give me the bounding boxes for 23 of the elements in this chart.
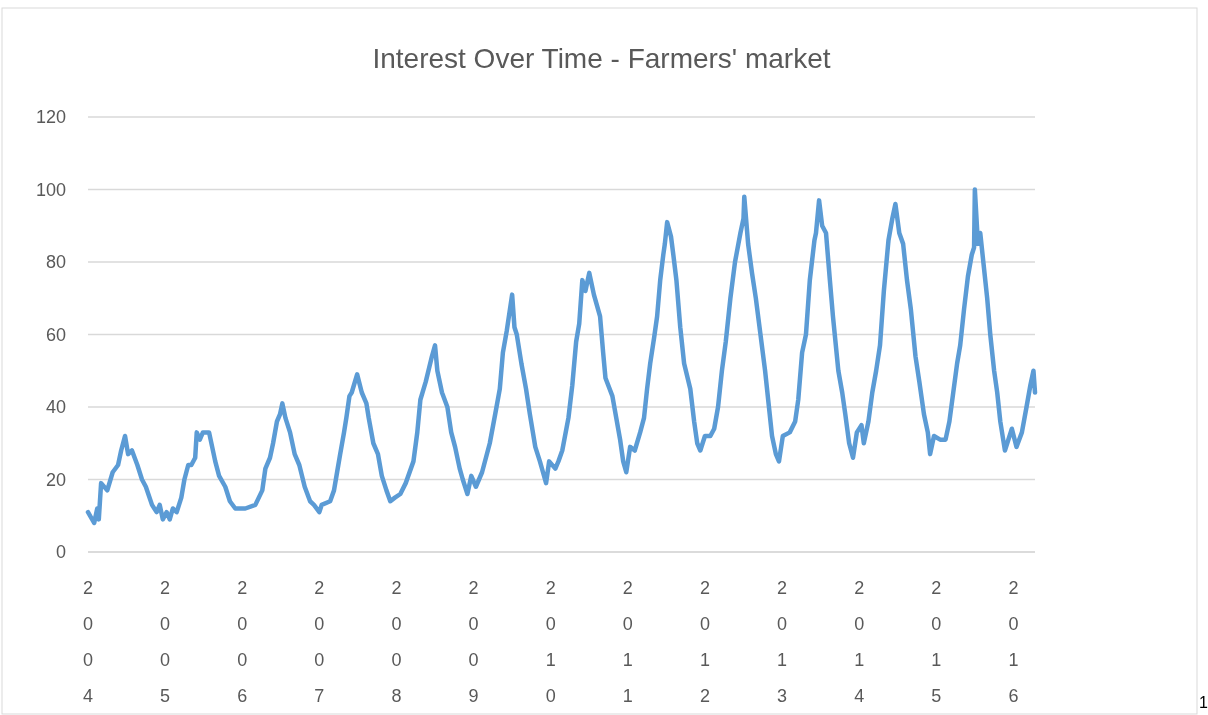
line-series	[85, 187, 1038, 526]
x-tick-label: 2 0 0 9	[468, 578, 479, 706]
x-tick-label: 2 0 0 8	[391, 578, 402, 706]
y-tick-label: 0	[55, 542, 66, 563]
y-tick-label: 40	[45, 397, 66, 418]
x-tick-label: 2 0 1 0	[545, 578, 556, 706]
x-tick-label: 2 0 1 4	[854, 578, 865, 706]
y-tick-label: 80	[45, 252, 66, 273]
y-tick-label: 60	[45, 324, 66, 345]
y-tick-label: 100	[35, 179, 66, 200]
x-tick-label: 2 0 1 6	[1008, 578, 1019, 706]
chart-title: Interest Over Time - Farmers' market	[372, 43, 831, 74]
y-tick-label: 120	[35, 107, 66, 128]
x-tick-label: 2 0 0 5	[160, 578, 171, 706]
x-tick-label: 2 0 1 3	[777, 578, 788, 706]
y-tick-label: 20	[45, 469, 66, 490]
x-tick-label: 2 0 0 4	[82, 578, 94, 706]
x-tick-label: 2 0 1 5	[931, 578, 942, 706]
x-tick-label: 2 0 1 1	[622, 578, 633, 706]
x-tick-label: 2 0 1 2	[699, 578, 710, 706]
x-tick-label: 2 0 0 6	[237, 578, 248, 706]
x-tick-label: 2 0 0 7	[314, 578, 325, 706]
text: 1	[1199, 694, 1208, 711]
